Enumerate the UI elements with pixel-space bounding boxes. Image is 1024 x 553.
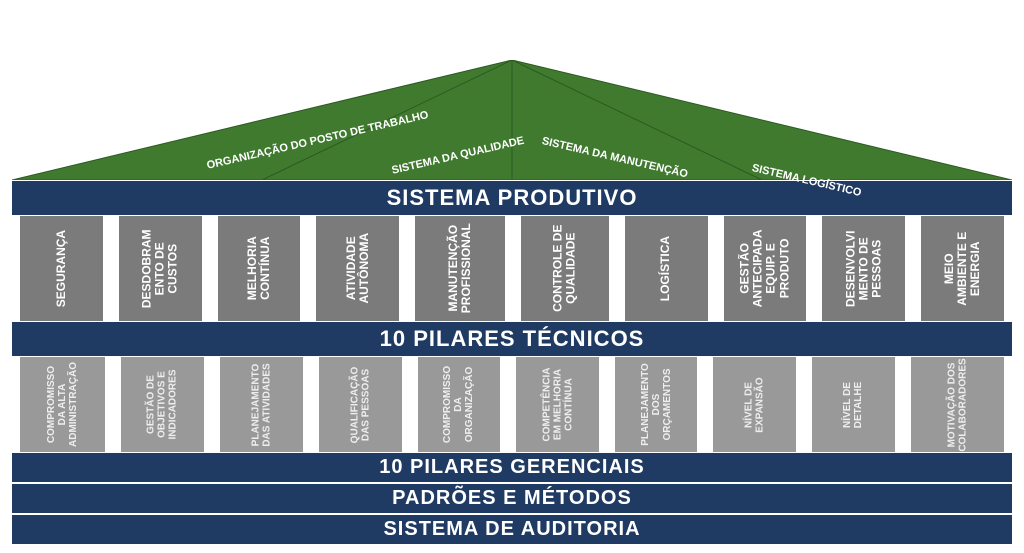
management-pillar-label: PLANEJAMENTODAS ATIVIDADES [250, 363, 272, 446]
technical-pillars-row: SEGURANÇA DESDOBRAMENTO DECUSTOS MELHORIAC… [12, 216, 1012, 321]
banner-sistema-auditoria: SISTEMA DE AUDITORIA [12, 514, 1012, 545]
technical-pillar-label: MANUTENÇÃOPROFISSIONAL [447, 223, 473, 313]
technical-pillar-label: MELHORIACONTÍNUA [246, 237, 272, 301]
management-pillar-6: PLANEJAMENTODOSORÇAMENTOS [615, 357, 698, 452]
technical-pillar-2: MELHORIACONTÍNUA [218, 216, 301, 321]
management-pillar-7: NÍVEL DEEXPANSÃO [713, 357, 796, 452]
technical-pillar-8: DESENVOLVIMENTO DEPESSOAS [822, 216, 905, 321]
management-pillar-5: COMPETÊNCIAEM MELHORIACONTÍNUA [516, 357, 599, 452]
technical-pillar-label: DESDOBRAMENTO DECUSTOS [140, 229, 180, 308]
management-pillar-label: GESTÃO DEOBJETIVOS EINDICADORES [146, 369, 179, 439]
technical-pillar-label: SEGURANÇA [55, 230, 68, 307]
technical-pillar-5: CONTROLE DEQUALIDADE [521, 216, 608, 321]
management-pillar-8: NÍVEL DEDETALHE [812, 357, 895, 452]
technical-pillar-6: LOGÍSTICA [625, 216, 708, 321]
management-pillar-label: NÍVEL DEEXPANSÃO [744, 377, 766, 432]
management-pillar-1: GESTÃO DEOBJETIVOS EINDICADORES [121, 357, 204, 452]
technical-pillar-label: MEIOAMBIENTE EENERGIA [943, 231, 983, 305]
technical-pillar-label: ATIVIDADEAUTÔNOMA [345, 233, 371, 304]
management-pillar-9: MOTIVAÇÃO DOSCOLABORADORES [911, 357, 1004, 452]
technical-pillar-7: GESTÃOANTECIPADAEQUIP. EPRODUTO [724, 216, 807, 321]
management-pillar-label: NÍVEL DEDETALHE [842, 381, 864, 427]
technical-pillar-1: DESDOBRAMENTO DECUSTOS [119, 216, 202, 321]
management-pillars-row: COMPROMISSODA ALTAADMINISTRAÇÃO GESTÃO DE… [12, 357, 1012, 452]
management-pillar-label: PLANEJAMENTODOSORÇAMENTOS [640, 363, 673, 446]
technical-pillar-9: MEIOAMBIENTE EENERGIA [921, 216, 1004, 321]
roof-svg [12, 60, 1012, 180]
banner-pilares-gerenciais: 10 PILARES GERENCIAIS [12, 452, 1012, 483]
diagram-stage: ORGANIZAÇÃO DO POSTO DE TRABALHOSISTEMA … [12, 60, 1012, 545]
technical-pillar-4: MANUTENÇÃOPROFISSIONAL [415, 216, 505, 321]
technical-pillar-label: GESTÃOANTECIPADAEQUIP. EPRODUTO [739, 230, 792, 308]
management-pillar-2: PLANEJAMENTODAS ATIVIDADES [220, 357, 303, 452]
technical-pillar-label: CONTROLE DEQUALIDADE [552, 225, 578, 312]
banner-pilares-tecnicos: 10 PILARES TÉCNICOS [12, 321, 1012, 357]
management-pillar-0: COMPROMISSODA ALTAADMINISTRAÇÃO [20, 357, 105, 452]
technical-pillar-3: ATIVIDADEAUTÔNOMA [316, 216, 399, 321]
management-pillar-4: COMPROMISSODAORGANIZAÇÃO [418, 357, 501, 452]
management-pillar-label: QUALIFICAÇÃODAS PESSOAS [349, 366, 371, 443]
banner-sistema-produtivo: SISTEMA PRODUTIVO [12, 180, 1012, 216]
banner-padroes-metodos: PADRÕES E MÉTODOS [12, 483, 1012, 514]
management-pillar-label: MOTIVAÇÃO DOSCOLABORADORES [946, 358, 968, 451]
management-pillar-label: COMPETÊNCIAEM MELHORIACONTÍNUA [541, 368, 574, 442]
management-pillar-label: COMPROMISSODA ALTAADMINISTRAÇÃO [46, 362, 79, 447]
management-pillar-label: COMPROMISSODAORGANIZAÇÃO [442, 366, 475, 443]
roof: ORGANIZAÇÃO DO POSTO DE TRABALHOSISTEMA … [12, 60, 1012, 180]
management-pillar-3: QUALIFICAÇÃODAS PESSOAS [319, 357, 402, 452]
technical-pillar-0: SEGURANÇA [20, 216, 103, 321]
technical-pillar-label: DESENVOLVIMENTO DEPESSOAS [844, 230, 884, 306]
technical-pillar-label: LOGÍSTICA [659, 236, 672, 301]
